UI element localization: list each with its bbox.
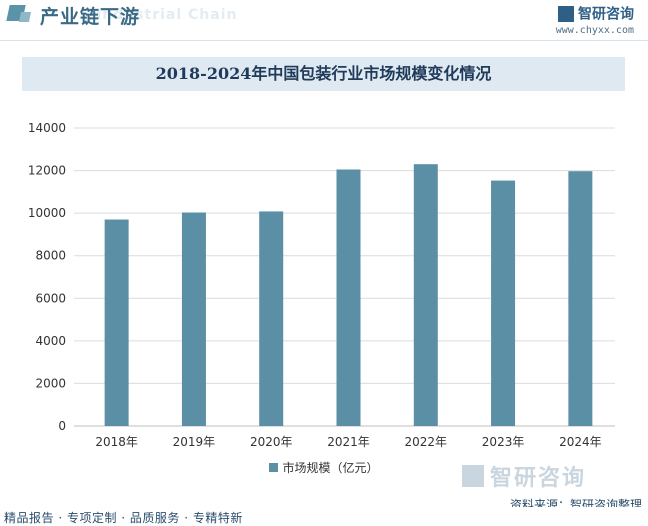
footer: 精品报告 · 专项定制 · 品质服务 · 专精特新	[0, 507, 648, 525]
section-background-text: Industrial Chain	[96, 7, 238, 23]
y-tick-label: 4000	[35, 334, 66, 348]
watermark-name: 智研咨询	[490, 466, 587, 491]
logo-icon	[558, 5, 574, 22]
bar	[491, 180, 516, 426]
x-tick-label: 2022年	[405, 435, 448, 449]
x-tick-label: 2023年	[482, 435, 525, 449]
x-tick-label: 2020年	[250, 435, 293, 449]
bar	[181, 212, 206, 426]
y-tick-label: 0	[58, 419, 66, 433]
section-title: 产业链下游	[40, 6, 141, 28]
y-tick-label: 10000	[28, 206, 66, 220]
y-tick-label: 8000	[35, 249, 66, 263]
x-tick-label: 2024年	[559, 435, 602, 449]
x-tick-label: 2018年	[95, 435, 138, 449]
x-tick-label: 2021年	[327, 435, 370, 449]
header-divider	[0, 40, 648, 41]
chart-title: 2018-2024年中国包装行业市场规模变化情况	[155, 64, 492, 83]
bar	[104, 219, 129, 426]
legend-label: 市场规模（亿元）	[282, 461, 379, 475]
header: Industrial Chain 产业链下游 智研咨询 www.chyxx.co…	[0, 0, 648, 36]
bar	[568, 171, 593, 426]
bar	[259, 211, 284, 426]
watermark-icon	[462, 465, 484, 487]
y-tick-label: 2000	[35, 376, 66, 390]
logo-name: 智研咨询	[578, 6, 634, 23]
x-tick-label: 2019年	[173, 435, 216, 449]
chart-legend: 市场规模（亿元）	[0, 459, 648, 476]
chart-title-box: 2018-2024年中国包装行业市场规模变化情况	[22, 57, 625, 91]
bar	[413, 164, 438, 426]
y-tick-label: 12000	[28, 164, 66, 178]
watermark-logo: 智研咨询	[462, 460, 586, 492]
y-tick-label: 6000	[35, 291, 66, 305]
y-tick-label: 14000	[28, 121, 66, 135]
logo-url: www.chyxx.com	[555, 24, 634, 36]
legend-swatch	[269, 463, 279, 472]
bar	[336, 169, 361, 426]
brand-logo: 智研咨询 www.chyxx.com	[556, 3, 634, 36]
footer-text: 精品报告 · 专项定制 · 品质服务 · 专精特新	[4, 511, 243, 525]
